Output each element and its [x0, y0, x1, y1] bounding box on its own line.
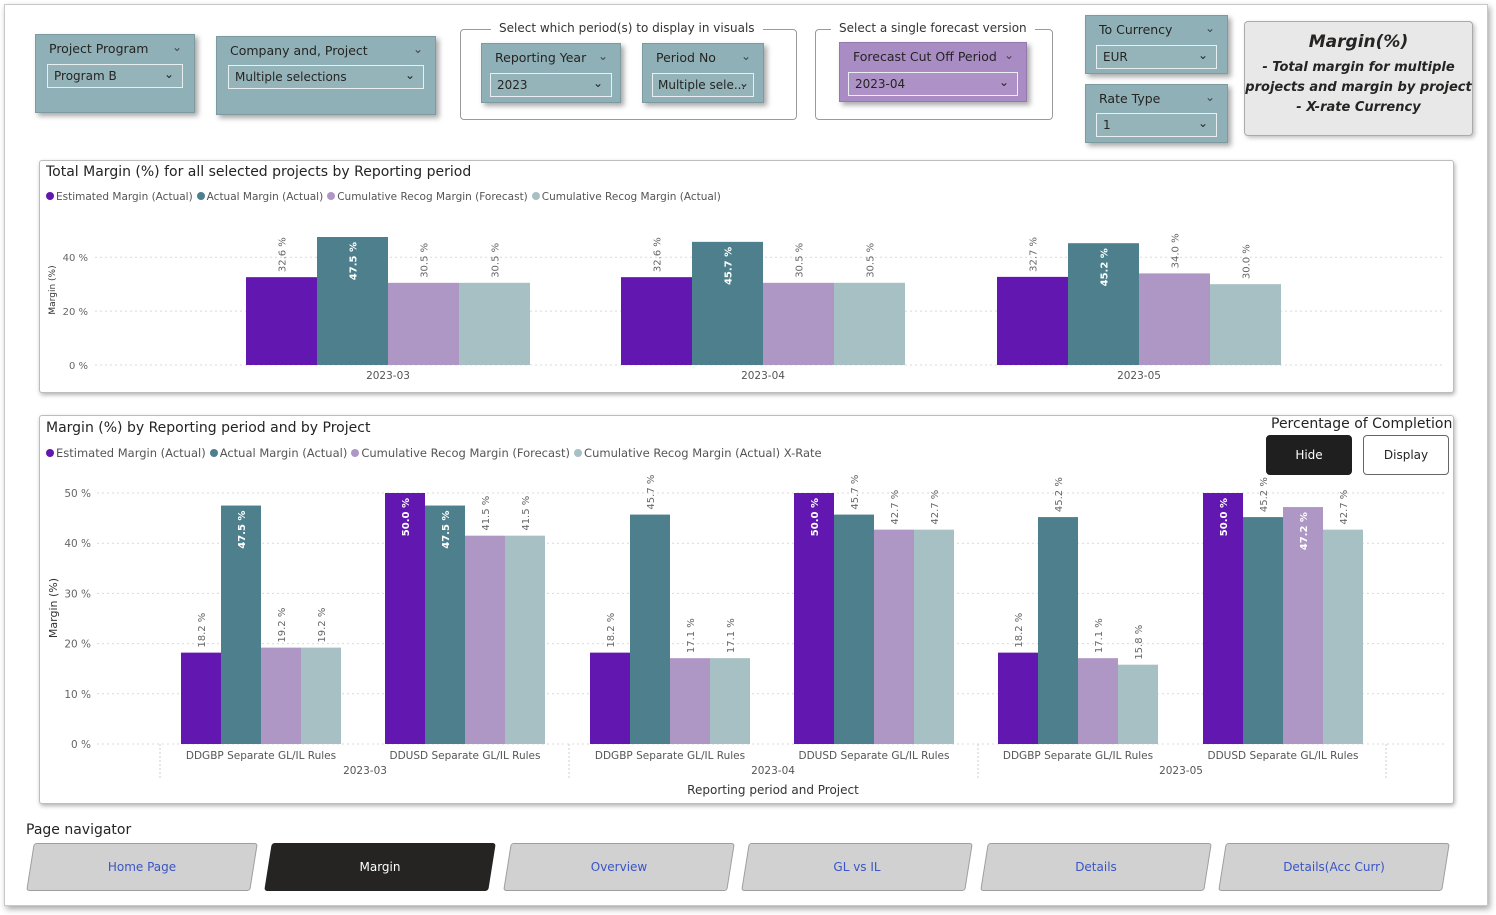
info-line: - Total margin for multiple: [1262, 60, 1455, 75]
legend-dot-icon: [209, 449, 218, 457]
page-navigator-title: Page navigator: [26, 822, 132, 838]
chevron-down-icon: ⌄: [404, 68, 415, 82]
legend-item[interactable]: Cumulative Recog Margin (Actual): [531, 191, 721, 203]
chart-title: Total Margin (%) for all selected projec…: [46, 164, 472, 180]
reporting-year-dropdown[interactable]: 2023 ⌄: [490, 73, 612, 97]
chevron-down-icon: ⌄: [998, 75, 1009, 89]
nav-button-label: GL vs IL: [833, 860, 881, 874]
period-group: Select which period(s) to display in vis…: [460, 21, 797, 120]
nav-button-label: Overview: [590, 860, 648, 874]
legend-label: Cumulative Recog Margin (Forecast): [361, 446, 571, 460]
chevron-down-icon[interactable]: ⌄: [412, 42, 423, 56]
slicer-title: Rate Type: [1099, 91, 1161, 106]
nav-button-details[interactable]: Details: [980, 843, 1212, 891]
legend-dot-icon: [46, 192, 54, 200]
to-currency-dropdown[interactable]: EUR ⌄: [1096, 45, 1217, 69]
legend-label: Cumulative Recog Margin (Forecast): [337, 191, 528, 203]
forecast-group-label: Select a single forecast version: [831, 21, 1035, 35]
total-margin-chart-panel: Total Margin (%) for all selected projec…: [39, 160, 1454, 393]
dropdown-value: 2023: [497, 78, 528, 92]
company-project-slicer[interactable]: Company and, Project ⌄ Multiple selectio…: [216, 36, 436, 115]
chevron-down-icon[interactable]: ⌄: [1003, 48, 1014, 62]
slicer-title: To Currency: [1099, 22, 1173, 37]
slicer-title: Company and, Project: [230, 43, 368, 58]
dropdown-value: EUR: [1103, 50, 1128, 64]
chevron-down-icon: ⌄: [1197, 48, 1208, 62]
legend-label: Estimated Margin (Actual): [56, 191, 193, 203]
chart-legend: Estimated Margin (Actual) Actual Margin (…: [46, 446, 826, 460]
chevron-down-icon: ⌄: [163, 67, 174, 81]
margin-info-box: Margin(%) - Total margin for multiple pr…: [1244, 21, 1473, 136]
legend-label: Actual Margin (Actual): [219, 446, 348, 460]
chevron-down-icon: ⌄: [592, 76, 603, 90]
slicer-title: Reporting Year: [495, 50, 587, 65]
forecast-cutoff-slicer[interactable]: Forecast Cut Off Period ⌄ 2023-04 ⌄: [839, 42, 1027, 102]
dropdown-value: Program B: [54, 69, 117, 83]
nav-button-overview[interactable]: Overview: [503, 843, 735, 891]
info-heading: Margin(%): [1308, 32, 1409, 52]
dropdown-value: 2023-04: [855, 77, 906, 91]
dropdown-value: 1: [1103, 118, 1111, 132]
chevron-down-icon[interactable]: ⌄: [1204, 90, 1215, 104]
legend-dot-icon: [196, 192, 205, 200]
chart-legend: Estimated Margin (Actual) Actual Margin (…: [46, 191, 725, 203]
legend-item[interactable]: Actual Margin (Actual): [209, 446, 348, 460]
nav-button-label: Details(Acc Curr): [1283, 860, 1385, 874]
legend-item[interactable]: Cumulative Recog Margin (Forecast): [327, 191, 528, 203]
forecast-group: Select a single forecast version: [815, 21, 1053, 120]
legend-item[interactable]: Estimated Margin (Actual): [46, 446, 206, 460]
project-program-dropdown[interactable]: Program B ⌄: [47, 64, 183, 88]
period-no-slicer[interactable]: Period No ⌄ Multiple sele... ⌄: [642, 43, 764, 103]
project-program-slicer[interactable]: Project Program ⌄ Program B ⌄: [35, 34, 195, 113]
hide-button[interactable]: Hide: [1266, 435, 1352, 475]
nav-button-margin[interactable]: Margin: [264, 843, 496, 891]
chevron-down-icon[interactable]: ⌄: [1204, 21, 1215, 35]
nav-button-label: Margin: [359, 860, 401, 874]
legend-dot-icon: [46, 449, 54, 457]
nav-button-label: Home Page: [107, 860, 177, 874]
legend-label: Cumulative Recog Margin (Actual): [541, 191, 721, 203]
legend-item[interactable]: Estimated Margin (Actual): [46, 191, 193, 203]
legend-label: Cumulative Recog Margin (Actual) X-Rate: [584, 446, 822, 460]
nav-button-gl-vs-il[interactable]: GL vs IL: [741, 843, 973, 891]
slicer-title: Forecast Cut Off Period: [853, 49, 997, 64]
rate-type-slicer[interactable]: Rate Type ⌄ 1 ⌄: [1085, 84, 1228, 143]
info-line: - X-rate Currency: [1296, 100, 1421, 115]
info-line: projects and margin by project: [1245, 80, 1472, 95]
reporting-year-slicer[interactable]: Reporting Year ⌄ 2023 ⌄: [481, 43, 621, 103]
chevron-down-icon[interactable]: ⌄: [597, 49, 608, 63]
chevron-down-icon[interactable]: ⌄: [740, 49, 751, 63]
nav-button-label: Details: [1075, 860, 1117, 874]
chevron-down-icon[interactable]: ⌄: [171, 40, 182, 54]
legend-dot-icon: [531, 192, 540, 200]
completion-title: Percentage of Completion: [1271, 416, 1453, 432]
slicer-title: Project Program: [49, 41, 149, 56]
to-currency-slicer[interactable]: To Currency ⌄ EUR ⌄: [1085, 15, 1228, 74]
project-margin-chart-panel: Margin (%) by Reporting period and by Pr…: [39, 415, 1454, 804]
nav-button-home-page[interactable]: Home Page: [26, 843, 258, 891]
chart-title: Margin (%) by Reporting period and by Pr…: [46, 420, 371, 436]
company-project-dropdown[interactable]: Multiple selections ⌄: [228, 65, 424, 89]
forecast-cutoff-dropdown[interactable]: 2023-04 ⌄: [848, 72, 1018, 96]
dropdown-value: Multiple selections: [235, 70, 347, 84]
slicer-title: Period No: [656, 50, 716, 65]
dropdown-value: Multiple sele...: [658, 78, 746, 92]
period-group-label: Select which period(s) to display in vis…: [491, 21, 763, 35]
legend-dot-icon: [574, 449, 583, 457]
chevron-down-icon: ⌄: [1197, 116, 1208, 130]
chevron-down-icon: ⌄: [738, 76, 749, 90]
legend-label: Actual Margin (Actual): [206, 191, 324, 203]
legend-dot-icon: [351, 449, 360, 457]
legend-item[interactable]: Cumulative Recog Margin (Forecast): [351, 446, 570, 460]
period-no-dropdown[interactable]: Multiple sele... ⌄: [652, 73, 754, 97]
display-button[interactable]: Display: [1363, 435, 1449, 475]
legend-dot-icon: [327, 192, 336, 200]
nav-button-details-acc-curr[interactable]: Details(Acc Curr): [1218, 843, 1450, 891]
legend-label: Estimated Margin (Actual): [56, 446, 206, 460]
rate-type-dropdown[interactable]: 1 ⌄: [1096, 113, 1217, 137]
legend-item[interactable]: Actual Margin (Actual): [196, 191, 324, 203]
legend-item[interactable]: Cumulative Recog Margin (Actual) X-Rate: [574, 446, 822, 460]
